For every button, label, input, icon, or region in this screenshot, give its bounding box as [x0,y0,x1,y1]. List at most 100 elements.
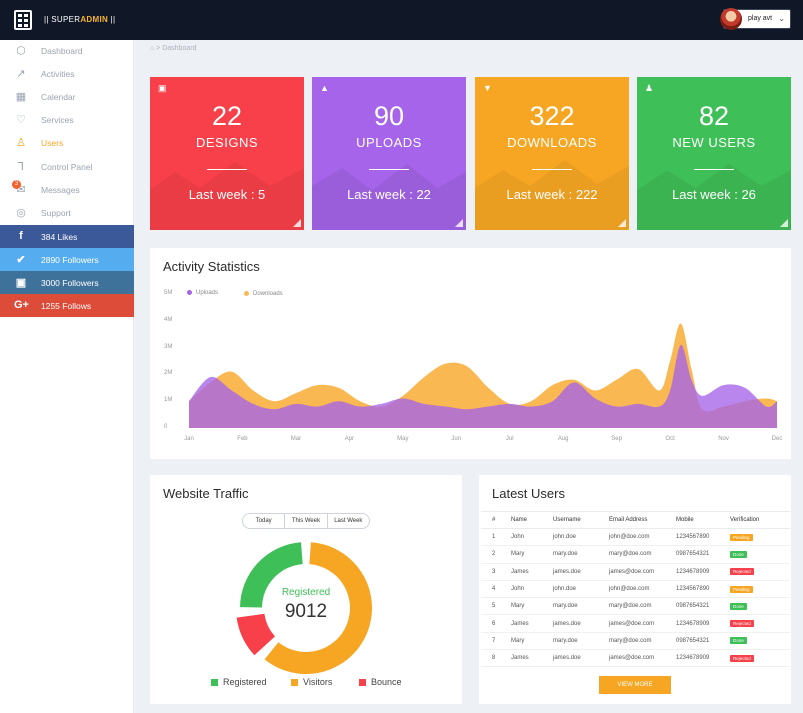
status-badge: Done [730,550,747,558]
social-instagram[interactable]: ▣ 3000 Followers [0,271,134,294]
sidebar-item-calendar[interactable]: ▦ Calendar [0,85,134,108]
legend-downloads[interactable]: Downloads [244,291,283,297]
social-google-plus[interactable]: G+ 1255 Follows [0,294,134,317]
social-label: 2890 Followers [41,255,99,265]
table-cell: 1 [481,528,511,547]
table-cell: mary.doe [553,545,609,564]
stat-downloads[interactable]: ▼ 322 DOWNLOADS Last week : 222 [475,77,629,230]
cell-verification: Done [730,632,790,651]
donut-slice-registered[interactable] [240,542,303,608]
filter-this-week[interactable]: This Week [285,514,328,528]
x-tick-label: Dec [771,436,783,442]
sidebar-item-label: Calendar [41,91,76,102]
table-cell: 3 [481,563,511,581]
table-cell: mary@doe.com [609,632,676,651]
table-row[interactable]: 2 Mary mary.doe mary@doe.com 0987654321 Done [481,545,790,564]
table-row[interactable]: 8 James james.doe james@doe.com 1234678909 Re… [481,649,790,668]
x-tick-label: Feb [237,436,248,442]
card-title: Activity Statistics [163,259,260,274]
y-tick-label: 4M [164,316,173,323]
sidebar-item-messages[interactable]: ✉ 3 Messages [0,178,134,201]
col-mobile: Mobile [676,511,730,529]
filter-today[interactable]: Today [243,514,286,528]
legend-visitors[interactable]: Visitors [291,677,332,687]
stat-last-week: Last week : 22 [347,187,431,202]
x-tick-label: Oct [665,436,675,442]
y-tick-label: 3M [164,343,173,350]
stat-value: 82 [698,101,730,131]
legend-uploads[interactable]: Uploads [187,290,218,296]
table-row[interactable]: 5 Mary mary.doe mary@doe.com 0987654321 Done [481,597,790,616]
sidebar-item-control-panel[interactable]: ⅂ Control Panel [0,155,134,178]
table-header: # Name Username Email Address Mobile Ver… [481,511,790,529]
table-row[interactable]: 3 James james.doe james@doe.com 1234678909 Re… [481,563,790,581]
card-title: Latest Users [492,486,565,501]
latest-users-table: # Name Username Email Address Mobile Ver… [481,511,790,668]
mountain-decoration [312,164,466,230]
table-cell: Mary [511,597,553,616]
sidebar-item-label: Activities [41,68,75,79]
table-cell: john@doe.com [609,528,676,547]
stat-designs[interactable]: ▣ 22 DESIGNS Last week : 5 [150,77,304,230]
sidebar-item-users[interactable]: ♙ Users [0,131,134,154]
stat-value: 22 [211,101,243,131]
y-tick-label: 5M [164,290,173,296]
status-badge: Rejected [730,654,754,662]
social-facebook[interactable]: f 384 Likes [0,225,134,248]
social-twitter[interactable]: ✔ 2890 Followers [0,248,134,271]
stat-uploads[interactable]: ▲ 90 UPLOADS Last week : 22 [312,77,466,230]
sidebar-item-label: Users [41,137,64,148]
corner-triangle-icon [455,219,463,227]
donut-slice-visitors[interactable] [264,542,372,674]
home-icon[interactable]: ⌂ [150,45,155,52]
table-cell: John [511,580,553,599]
table-cell: 1234678909 [676,614,730,633]
stat-last-week: Last week : 26 [672,187,756,202]
table-cell: 7 [481,632,511,651]
messages-badge: 3 [12,180,21,189]
status-badge: Rejected [730,620,754,628]
stat-label: NEW USERS [672,135,756,150]
google-plus-icon: G+ [14,299,29,311]
table-row[interactable]: 7 Mary mary.doe mary@doe.com 0987654321 Done [481,632,790,651]
table-cell: 1234678909 [676,563,730,581]
sidebar-item-dashboard[interactable]: ⬡ Dashboard [0,39,134,62]
donut-slice-bounce[interactable] [236,613,276,656]
top-bar: || SUPERADMIN || play avt ⌄ [0,0,803,40]
sidebar-item-label: Dashboard [41,45,83,56]
sidebar-item-support[interactable]: ◎ Support [0,201,134,224]
table-cell: 1234567890 [676,580,730,599]
x-tick-label: Mar [290,436,302,442]
legend-registered[interactable]: Registered [211,677,267,687]
y-tick-label: 2M [164,370,173,377]
user-menu[interactable]: play avt ⌄ [720,8,791,30]
view-more-button[interactable]: VIEW MORE [599,676,671,694]
activity-icon: ↗ [16,68,26,80]
table-cell: James [511,614,553,633]
social-label: 384 Likes [41,232,78,242]
table-cell: 0987654321 [676,632,730,651]
filter-last-week[interactable]: Last Week [334,518,363,524]
cell-verification: Done [730,597,790,616]
stat-new-users[interactable]: ♟ 82 NEW USERS Last week : 26 [637,77,791,230]
chevron-down-icon: ⌄ [778,14,785,23]
sidebar-item-services[interactable]: ♡ Services [0,108,134,131]
sidebar-item-activities[interactable]: ↗ Activities [0,62,134,85]
upload-icon: ▲ [320,83,329,93]
user-plus-icon: ♟ [645,83,654,93]
table-row[interactable]: 4 John john.doe john@doe.com 1234567890 Pendi… [481,580,790,599]
sidebar-item-label: Services [41,114,74,125]
logo[interactable]: || SUPERADMIN || [44,15,116,24]
table-row[interactable]: 1 John john.doe john@doe.com 1234567890 Pendi… [481,528,790,547]
table-row[interactable]: 6 James james.doe james@doe.com 1234678909 Re… [481,614,790,633]
legend-bounce[interactable]: Bounce [359,677,402,687]
table-cell: James [511,649,553,668]
stat-label: DESIGNS [195,135,258,150]
stat-value: 322 [529,101,575,131]
table-cell: mary.doe [553,632,609,651]
table-cell: Mary [511,632,553,651]
building-icon [14,10,32,30]
cell-verification: Pending [730,580,790,599]
cell-verification: Rejected [730,563,790,581]
calendar-icon: ▦ [15,91,27,103]
